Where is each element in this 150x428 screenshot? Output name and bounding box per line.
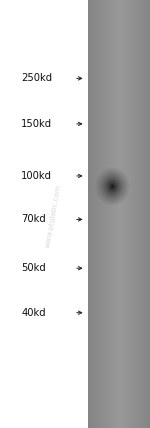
- Text: 100kd: 100kd: [21, 171, 52, 181]
- Text: 150kd: 150kd: [21, 119, 52, 129]
- Text: 50kd: 50kd: [21, 263, 46, 273]
- Text: www.ptglabc.com: www.ptglabc.com: [45, 184, 62, 248]
- Text: 70kd: 70kd: [21, 214, 46, 224]
- Text: 40kd: 40kd: [21, 308, 46, 318]
- Text: 250kd: 250kd: [21, 73, 52, 83]
